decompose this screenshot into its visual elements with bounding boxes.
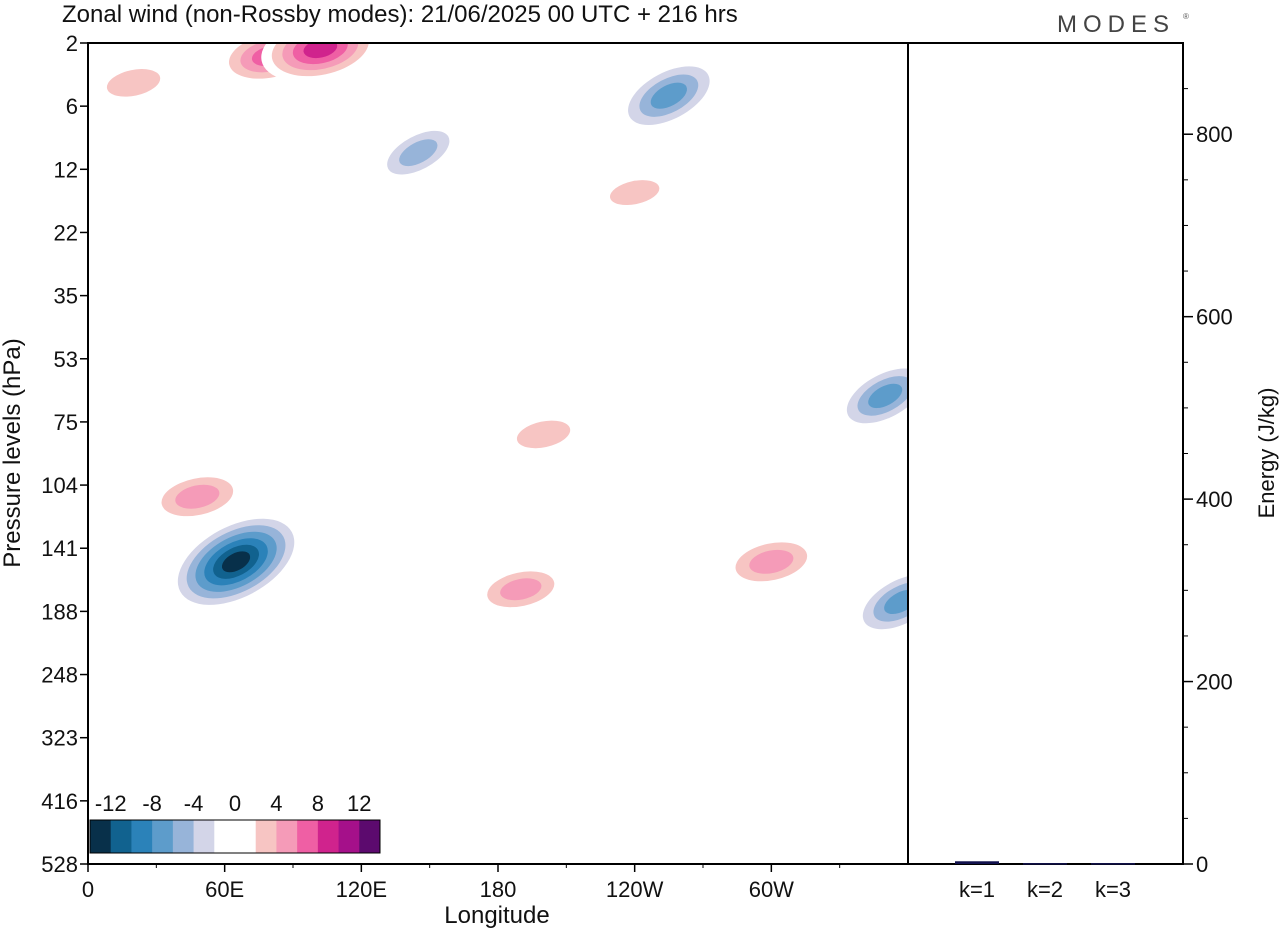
heatmap-feature — [147, 469, 247, 524]
y-tick-label: 6 — [66, 94, 78, 119]
colorbar-frame — [89, 819, 381, 854]
y-tick-label: 248 — [41, 663, 78, 688]
colorbar-tick-label: 4 — [270, 791, 282, 816]
heatmap-feature — [836, 360, 908, 431]
heatmap-feature — [168, 512, 304, 612]
colorbar-swatch — [255, 820, 277, 853]
colorbar-swatch — [359, 820, 381, 853]
heatmap-contour — [868, 383, 903, 409]
heatmap-field — [90, 43, 908, 637]
heatmap-feature — [90, 60, 177, 106]
colorbar-swatch — [193, 820, 215, 853]
x-tick-label: 60E — [205, 877, 244, 902]
y-tick-label: 2 — [66, 31, 78, 56]
heatmap-contour — [500, 578, 542, 601]
heatmap-feature — [500, 411, 587, 457]
colorbar-tick-label: 8 — [312, 791, 324, 816]
colorbar-swatch — [276, 820, 298, 853]
heatmap-contour — [106, 69, 161, 97]
x-tick-label: 120W — [606, 877, 664, 902]
y-axis: 2 6 12 22 35 53 75 104 141 188 248 323 416 528 — [41, 31, 88, 877]
x-tick-label: 120E — [336, 877, 387, 902]
energy-tick-label: 200 — [1196, 670, 1233, 695]
colorbar-swatch — [317, 820, 340, 853]
x-axis-label: Longitude — [444, 902, 549, 929]
heatmap-contour — [884, 589, 908, 615]
colorbar-swatch — [90, 820, 112, 853]
colorbar-tick-label: -4 — [184, 791, 204, 816]
y-tick-label: 35 — [54, 284, 78, 309]
energy-panel-frame — [907, 42, 1184, 865]
logo-registered-mark: ® — [1183, 12, 1189, 21]
heatmap-feature — [616, 58, 721, 134]
y-tick-label: 323 — [41, 726, 78, 751]
colorbar-swatch — [338, 820, 360, 853]
colorbar-tick-label: 12 — [347, 791, 371, 816]
heatmap-contour — [175, 484, 220, 509]
colorbar-swatch — [214, 820, 236, 853]
y-tick-label: 141 — [41, 536, 78, 561]
y-tick-label: 528 — [41, 852, 78, 877]
energy-axis-label: Energy (J/kg) — [1254, 388, 1279, 519]
colorbar-swatch — [131, 820, 153, 853]
y-tick-label: 188 — [41, 599, 78, 624]
energy-bars: k=1 k=2 k=3 — [955, 861, 1135, 902]
colorbar-swatch — [172, 820, 195, 853]
x-tick-label: 180 — [480, 877, 517, 902]
energy-bar — [1023, 863, 1067, 865]
heatmap-feature — [375, 122, 462, 183]
energy-bar — [955, 861, 999, 864]
energy-category-label: k=1 — [959, 877, 995, 902]
y-axis-label: Pressure levels (hPa) — [0, 338, 26, 567]
y-tick-label: 53 — [54, 347, 78, 372]
y-tick-label: 104 — [41, 473, 78, 498]
heatmap-feature — [852, 566, 908, 637]
heatmap-contour — [650, 82, 687, 109]
heatmap-frame — [87, 42, 909, 865]
heatmap-contour — [516, 420, 571, 449]
y-tick-label: 75 — [54, 410, 78, 435]
energy-axis: 0 200 400 600 800 — [1183, 88, 1233, 877]
y-tick-label: 22 — [54, 220, 78, 245]
y-tick-label: 12 — [54, 157, 78, 182]
colorbar-tick-label: 0 — [229, 791, 241, 816]
y-tick-label: 416 — [41, 789, 78, 814]
heatmap-contour — [749, 549, 794, 574]
colorbar-swatch — [110, 820, 132, 853]
colorbar-tick-label: -12 — [95, 791, 127, 816]
heatmap-feature — [261, 43, 380, 83]
heatmap-feature — [594, 172, 675, 213]
energy-tick-label: 0 — [1196, 852, 1208, 877]
chart-title: Zonal wind (non-Rossby modes): 21/06/202… — [62, 1, 738, 28]
heatmap-contour — [609, 180, 660, 206]
x-axis: 0 60E 120E 180 120W 60W — [82, 864, 841, 902]
energy-tick-label: 400 — [1196, 487, 1233, 512]
colorbar-swatch — [297, 820, 319, 853]
modes-logo: MODES — [1057, 11, 1175, 38]
colorbar-tick-label: -8 — [142, 791, 162, 816]
energy-tick-label: 800 — [1196, 122, 1233, 147]
energy-category-label: k=2 — [1027, 877, 1063, 902]
colorbar-swatch — [235, 820, 257, 853]
heatmap-contour — [399, 139, 438, 167]
colorbar-swatch — [152, 820, 174, 853]
heatmap-feature — [721, 534, 821, 589]
energy-category-label: k=3 — [1095, 877, 1131, 902]
x-tick-label: 0 — [82, 877, 94, 902]
heatmap-feature — [474, 564, 568, 615]
x-tick-label: 60W — [749, 877, 794, 902]
energy-tick-label: 600 — [1196, 305, 1233, 330]
energy-bar — [1091, 863, 1135, 865]
colorbar: -12 -8 -4 0 4 8 12 — [89, 791, 381, 854]
heatmap-contour — [221, 551, 251, 573]
